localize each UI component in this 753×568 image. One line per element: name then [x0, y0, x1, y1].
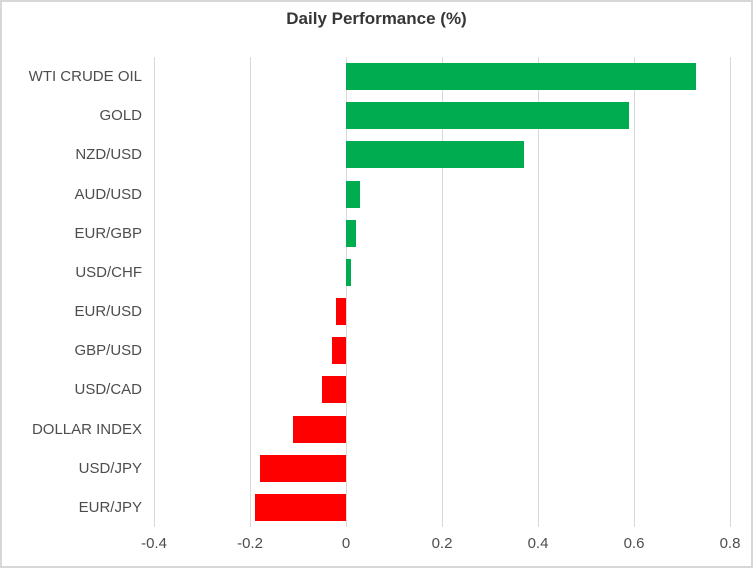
bar-eur-jpy [254, 493, 346, 521]
category-label-nzd-usd: NZD/USD [75, 146, 142, 164]
bar-eur-gbp [346, 219, 356, 247]
bar-gbp-usd [331, 337, 346, 365]
gridline-0 [345, 57, 347, 527]
category-label-eur-jpy: EUR/JPY [78, 498, 142, 516]
gridline-0.2 [441, 57, 443, 527]
x-tick-label-0.6: 0.6 [623, 535, 645, 552]
bar-usd-chf [346, 258, 351, 286]
category-label-eur-usd: EUR/USD [74, 303, 142, 321]
category-axis: WTI CRUDE OIL GOLD NZD/USD AUD/USD EUR/GBP US… [2, 57, 142, 527]
bar-eur-usd [336, 298, 346, 326]
x-tick-label--0.2: -0.2 [237, 535, 263, 552]
category-label-gbp-usd: GBP/USD [74, 342, 142, 360]
bar-gold [346, 102, 630, 130]
bar-wti-crude-oil [346, 63, 697, 91]
gridline-0.6 [633, 57, 635, 527]
gridline--0.4 [153, 57, 155, 527]
bar-aud-usd [346, 180, 361, 208]
x-tick-label-0.8: 0.8 [719, 535, 741, 552]
category-label-eur-gbp: EUR/GBP [74, 224, 142, 242]
plot-area [153, 57, 731, 527]
category-label-usd-cad: USD/CAD [74, 381, 142, 399]
value-axis: -0.4 -0.2 0 0.2 0.4 0.6 0.8 [141, 535, 740, 557]
bar-usd-jpy [259, 454, 346, 482]
category-label-dollar-index: DOLLAR INDEX [31, 420, 142, 438]
x-tick-label-0: 0 [341, 535, 351, 552]
x-tick-label-0.4: 0.4 [527, 535, 549, 552]
gridline-0.8 [729, 57, 731, 527]
bar-nzd-usd [346, 141, 524, 169]
bar-usd-cad [322, 376, 346, 404]
chart-title: Daily Performance (%) [286, 9, 467, 28]
gridline-0.4 [537, 57, 539, 527]
category-label-usd-jpy: USD/JPY [78, 459, 142, 477]
x-tick-label-0.2: 0.2 [431, 535, 453, 552]
category-label-usd-chf: USD/CHF [75, 263, 142, 281]
category-label-gold: GOLD [99, 107, 142, 125]
gridline--0.2 [249, 57, 251, 527]
category-label-wti-crude-oil: WTI CRUDE OIL [28, 68, 142, 86]
category-label-aud-usd: AUD/USD [74, 185, 142, 203]
bar-dollar-index [293, 415, 346, 443]
x-tick-label--0.4: -0.4 [141, 535, 167, 552]
